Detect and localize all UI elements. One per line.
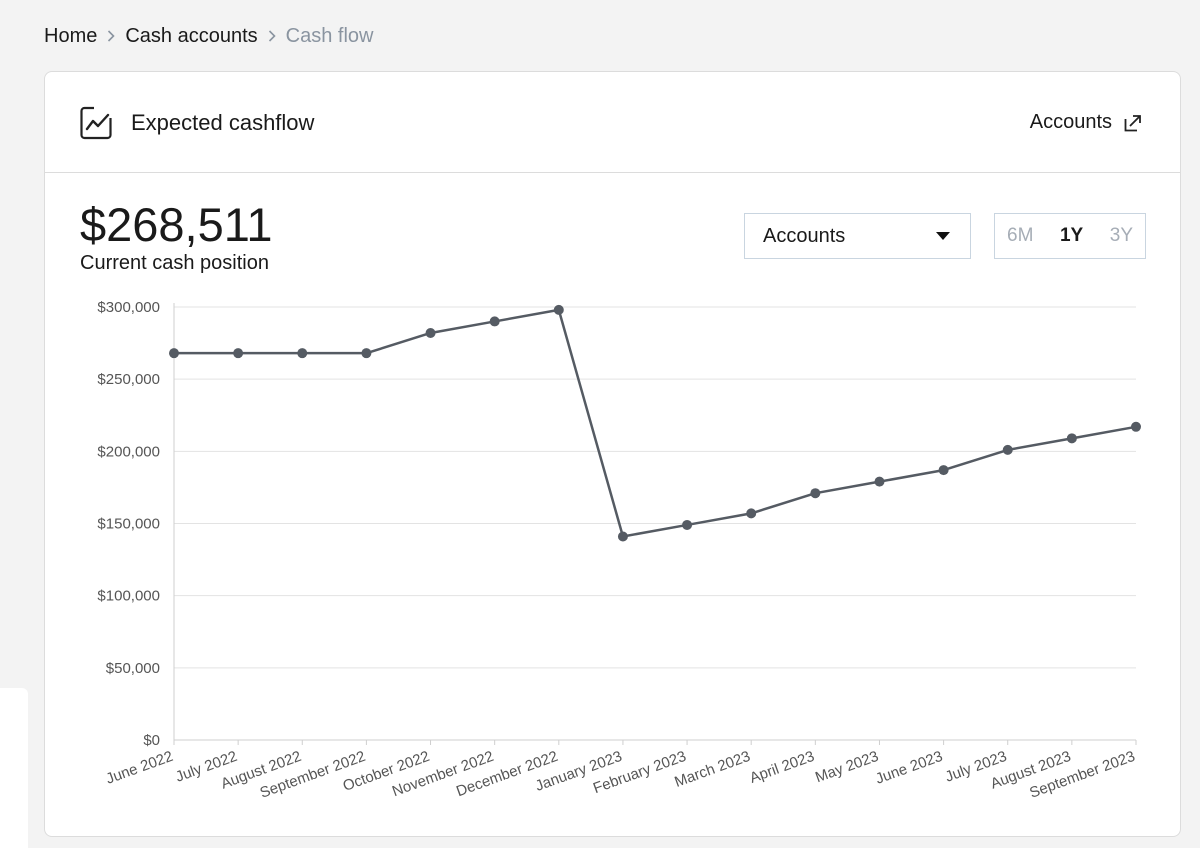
data-point bbox=[810, 488, 821, 499]
card-header: Expected cashflow Accounts bbox=[45, 72, 1180, 173]
data-point bbox=[1002, 444, 1013, 455]
data-point bbox=[169, 348, 179, 359]
breadcrumb-cash-accounts[interactable]: Cash accounts bbox=[125, 24, 258, 47]
breadcrumb-current: Cash flow bbox=[285, 24, 374, 47]
range-6m[interactable]: 6M bbox=[1007, 225, 1034, 246]
y-tick-label: $200,000 bbox=[97, 443, 160, 460]
data-point bbox=[361, 348, 372, 359]
data-point bbox=[553, 304, 564, 315]
data-point bbox=[682, 519, 693, 530]
breadcrumb: Home Cash accounts Cash flow bbox=[44, 24, 373, 48]
accounts-link-label: Accounts bbox=[1029, 111, 1112, 133]
cashflow-card: Expected cashflow Accounts $268,511 Curr… bbox=[44, 71, 1181, 837]
y-tick-label: $300,000 bbox=[97, 299, 160, 316]
external-link-icon bbox=[1124, 114, 1141, 131]
cashflow-line-chart: $0 $50,000 $100,000 $150,000 $200,000 $250,00… bbox=[97, 299, 1141, 802]
accounts-select[interactable]: Accounts bbox=[744, 213, 971, 259]
chevron-right-icon bbox=[258, 30, 286, 42]
chevron-right-icon bbox=[97, 30, 125, 42]
y-tick-label: $100,000 bbox=[97, 588, 160, 605]
data-point bbox=[1066, 433, 1077, 444]
range-3y[interactable]: 3Y bbox=[1109, 225, 1133, 246]
data-point bbox=[1131, 421, 1141, 432]
data-point bbox=[617, 531, 628, 542]
breadcrumb-home[interactable]: Home bbox=[44, 24, 98, 47]
data-point bbox=[489, 316, 500, 327]
data-point bbox=[874, 476, 885, 487]
accounts-select-value: Accounts bbox=[763, 224, 846, 247]
side-panel bbox=[0, 688, 28, 848]
data-point bbox=[746, 508, 757, 519]
accounts-link[interactable]: Accounts bbox=[1030, 111, 1142, 134]
current-cash-value: $268,511 bbox=[80, 198, 273, 251]
y-tick-label: $50,000 bbox=[106, 660, 160, 677]
y-tick-label: $250,000 bbox=[97, 371, 160, 388]
time-range-selector: 6M 1Y 3Y bbox=[994, 213, 1146, 259]
series-line bbox=[174, 308, 1137, 538]
line-chart-icon bbox=[80, 106, 112, 140]
current-cash-label: Current cash position bbox=[80, 252, 269, 274]
data-point bbox=[297, 348, 308, 359]
card-title: Expected cashflow bbox=[131, 110, 315, 135]
x-tick-label: June 2023 bbox=[873, 748, 945, 788]
x-tick-label: April 2023 bbox=[747, 748, 816, 787]
range-1y[interactable]: 1Y bbox=[1059, 225, 1084, 246]
data-point bbox=[938, 465, 949, 476]
caret-down-icon bbox=[936, 232, 950, 240]
x-tick-label: June 2022 bbox=[104, 748, 176, 788]
y-tick-label: $150,000 bbox=[97, 516, 160, 533]
data-point bbox=[425, 327, 436, 338]
data-point bbox=[233, 348, 244, 359]
x-tick-label: May 2023 bbox=[813, 748, 881, 787]
y-tick-label: $0 bbox=[143, 732, 160, 749]
